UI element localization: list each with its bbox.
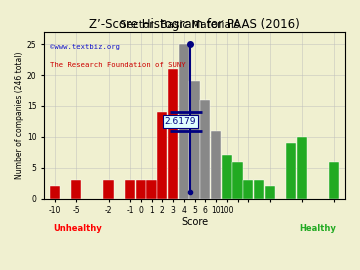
Bar [103, 180, 114, 199]
Bar [243, 180, 253, 199]
X-axis label: Score: Score [181, 217, 208, 227]
Bar [265, 186, 275, 199]
Text: 2.6179: 2.6179 [165, 117, 196, 126]
Bar [136, 180, 146, 199]
Bar [211, 131, 221, 199]
Bar [254, 180, 264, 199]
Title: Z’-Score Histogram for PAAS (2016): Z’-Score Histogram for PAAS (2016) [89, 18, 300, 31]
Bar [222, 155, 232, 199]
Bar [157, 112, 167, 199]
Bar [233, 161, 243, 199]
Bar [189, 81, 200, 199]
Bar [286, 143, 296, 199]
Bar [168, 69, 178, 199]
Text: Sector: Basic Materials: Sector: Basic Materials [120, 20, 240, 30]
Bar [297, 137, 307, 199]
Bar [50, 186, 60, 199]
Bar [329, 161, 339, 199]
Bar [125, 180, 135, 199]
Bar [71, 180, 81, 199]
Text: Unhealthy: Unhealthy [53, 224, 102, 233]
Bar [200, 100, 210, 199]
Bar [179, 44, 189, 199]
Bar [147, 180, 157, 199]
Text: The Research Foundation of SUNY: The Research Foundation of SUNY [50, 62, 186, 68]
Y-axis label: Number of companies (246 total): Number of companies (246 total) [15, 52, 24, 179]
Text: Healthy: Healthy [299, 224, 336, 233]
Text: ©www.textbiz.org: ©www.textbiz.org [50, 43, 120, 49]
